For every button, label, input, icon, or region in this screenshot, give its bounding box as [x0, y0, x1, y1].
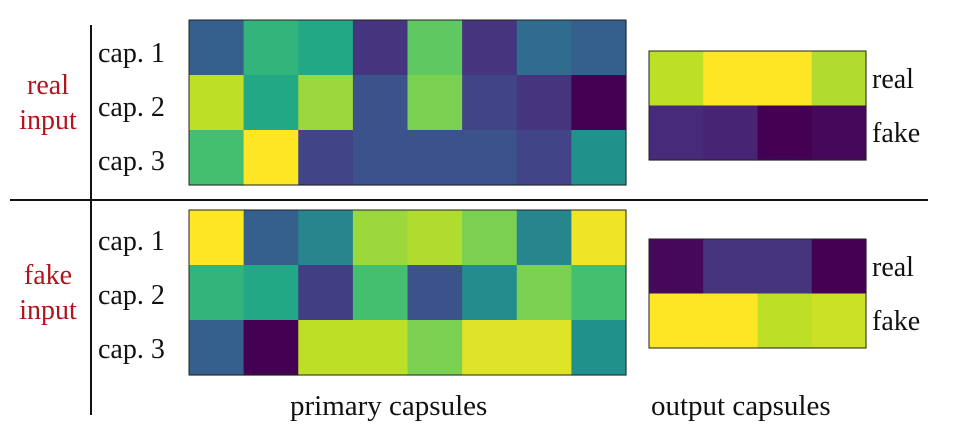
heatmap-1-cell-r2-c4	[352, 75, 409, 131]
fake-input-label-line2: input	[19, 295, 77, 326]
heatmap-4-cell-r2-c4	[811, 293, 867, 349]
output-label-real-bottom: real	[872, 252, 914, 283]
heatmap-3-cell-r1-c2	[243, 210, 299, 266]
heatmap-1	[188, 19, 627, 186]
heatmap-3-cell-r2-c4	[352, 265, 409, 321]
real-input-label-line1: real	[27, 70, 69, 101]
heatmap-1-cell-r2-c7	[516, 75, 572, 131]
row-label-real-cap1: cap. 1	[98, 38, 165, 69]
heatmap-2-border	[648, 50, 867, 161]
heatmap-2-cell-r1-c2	[703, 51, 759, 107]
row-label-fake-cap3: cap. 3	[98, 334, 165, 365]
heatmap-1-cell-r2-c2	[243, 75, 299, 131]
row-label-fake-cap1: cap. 1	[98, 226, 165, 257]
heatmap-1-cell-r1-c5	[407, 20, 463, 76]
heatmap-1-cell-r3-c1	[189, 130, 245, 186]
heatmap-1-cell-r3-c4	[352, 130, 409, 186]
real-input-label-line2: input	[19, 105, 77, 136]
heatmap-1-cell-r1-c4	[352, 20, 409, 76]
heatmap-2-cell-r1-c1	[649, 51, 704, 107]
heatmap-4-cell-r1-c4	[811, 239, 867, 295]
heatmap-1-cell-r3-c6	[462, 130, 518, 186]
heatmap-4-cell-r2-c2	[703, 293, 759, 349]
heatmap-3-cell-r3-c3	[298, 320, 354, 376]
heatmap-2-cell-r1-c3	[757, 51, 813, 107]
heatmap-1-cell-r2-c6	[462, 75, 518, 131]
heatmap-3-cell-r1-c6	[462, 210, 518, 266]
row-label-fake-cap2: cap. 2	[98, 280, 165, 311]
heatmap-1-cell-r1-c6	[462, 20, 518, 76]
primary-capsules-caption: primary capsules	[290, 390, 488, 422]
heatmap-1-cell-r2-c1	[189, 75, 245, 131]
heatmap-3-cell-r2-c3	[298, 265, 354, 321]
output-capsules-caption: output capsules	[651, 390, 831, 422]
real-input-label: real input	[8, 68, 88, 138]
heatmap-3-cell-r2-c5	[407, 265, 463, 321]
heatmap-1-cell-r1-c1	[189, 20, 245, 76]
row-label-real-cap2: cap. 2	[98, 92, 165, 123]
heatmap-1-cell-r1-c2	[243, 20, 299, 76]
horizontal-divider	[10, 199, 928, 201]
heatmap-1-cell-r2-c8	[571, 75, 627, 131]
heatmap-4-cell-r2-c3	[757, 293, 813, 349]
heatmap-3-cell-r3-c6	[462, 320, 518, 376]
heatmap-1-border	[188, 19, 627, 186]
heatmap-3-cell-r3-c7	[516, 320, 572, 376]
heatmap-4-cell-r2-c1	[649, 293, 704, 349]
heatmap-1-cell-r2-c5	[407, 75, 463, 131]
heatmap-1-cell-r1-c8	[571, 20, 627, 76]
heatmap-1-cell-r3-c2	[243, 130, 299, 186]
heatmap-1-cell-r3-c8	[571, 130, 627, 186]
heatmap-2-cell-r2-c2	[703, 105, 759, 161]
heatmap-3-cell-r2-c1	[189, 265, 245, 321]
heatmap-2-cell-r1-c4	[811, 51, 867, 107]
heatmap-4-cell-r1-c1	[649, 239, 704, 295]
heatmap-3-cell-r1-c3	[298, 210, 354, 266]
heatmap-4-border	[648, 238, 867, 349]
heatmap-3-cell-r2-c2	[243, 265, 299, 321]
heatmap-3-cell-r3-c1	[189, 320, 245, 376]
heatmap-3-cell-r1-c8	[571, 210, 627, 266]
heatmap-3-cell-r3-c2	[243, 320, 299, 376]
heatmap-1-cell-r3-c3	[298, 130, 354, 186]
heatmap-1-cell-r1-c3	[298, 20, 354, 76]
heatmap-4	[648, 238, 867, 349]
heatmap-3	[188, 209, 627, 376]
heatmap-3-cell-r3-c4	[352, 320, 409, 376]
heatmap-1-cell-r1-c7	[516, 20, 572, 76]
heatmap-3-cell-r1-c4	[352, 210, 409, 266]
heatmap-2-cell-r2-c4	[811, 105, 867, 161]
heatmap-3-cell-r1-c1	[189, 210, 245, 266]
row-label-real-cap3: cap. 3	[98, 146, 165, 177]
fake-input-label: fake input	[8, 258, 88, 328]
heatmap-3-border	[188, 209, 627, 376]
heatmap-3-cell-r2-c8	[571, 265, 627, 321]
heatmap-3-cell-r1-c7	[516, 210, 572, 266]
heatmap-2	[648, 50, 867, 161]
heatmap-4-cell-r1-c2	[703, 239, 759, 295]
heatmap-1-cell-r2-c3	[298, 75, 354, 131]
heatmap-3-cell-r2-c6	[462, 265, 518, 321]
fake-input-label-line1: fake	[23, 260, 73, 291]
output-label-real-top: real	[872, 64, 914, 95]
heatmap-4-cell-r1-c3	[757, 239, 813, 295]
output-label-fake-top: fake	[872, 118, 921, 149]
heatmap-2-cell-r2-c1	[649, 105, 704, 161]
heatmap-1-cell-r3-c5	[407, 130, 463, 186]
heatmap-3-cell-r2-c7	[516, 265, 572, 321]
heatmap-3-cell-r3-c8	[571, 320, 627, 376]
heatmap-2-cell-r2-c3	[757, 105, 813, 161]
heatmap-3-cell-r3-c5	[407, 320, 463, 376]
heatmap-1-cell-r3-c7	[516, 130, 572, 186]
vertical-divider	[90, 25, 92, 415]
heatmap-3-cell-r1-c5	[407, 210, 463, 266]
output-label-fake-bottom: fake	[872, 306, 921, 337]
